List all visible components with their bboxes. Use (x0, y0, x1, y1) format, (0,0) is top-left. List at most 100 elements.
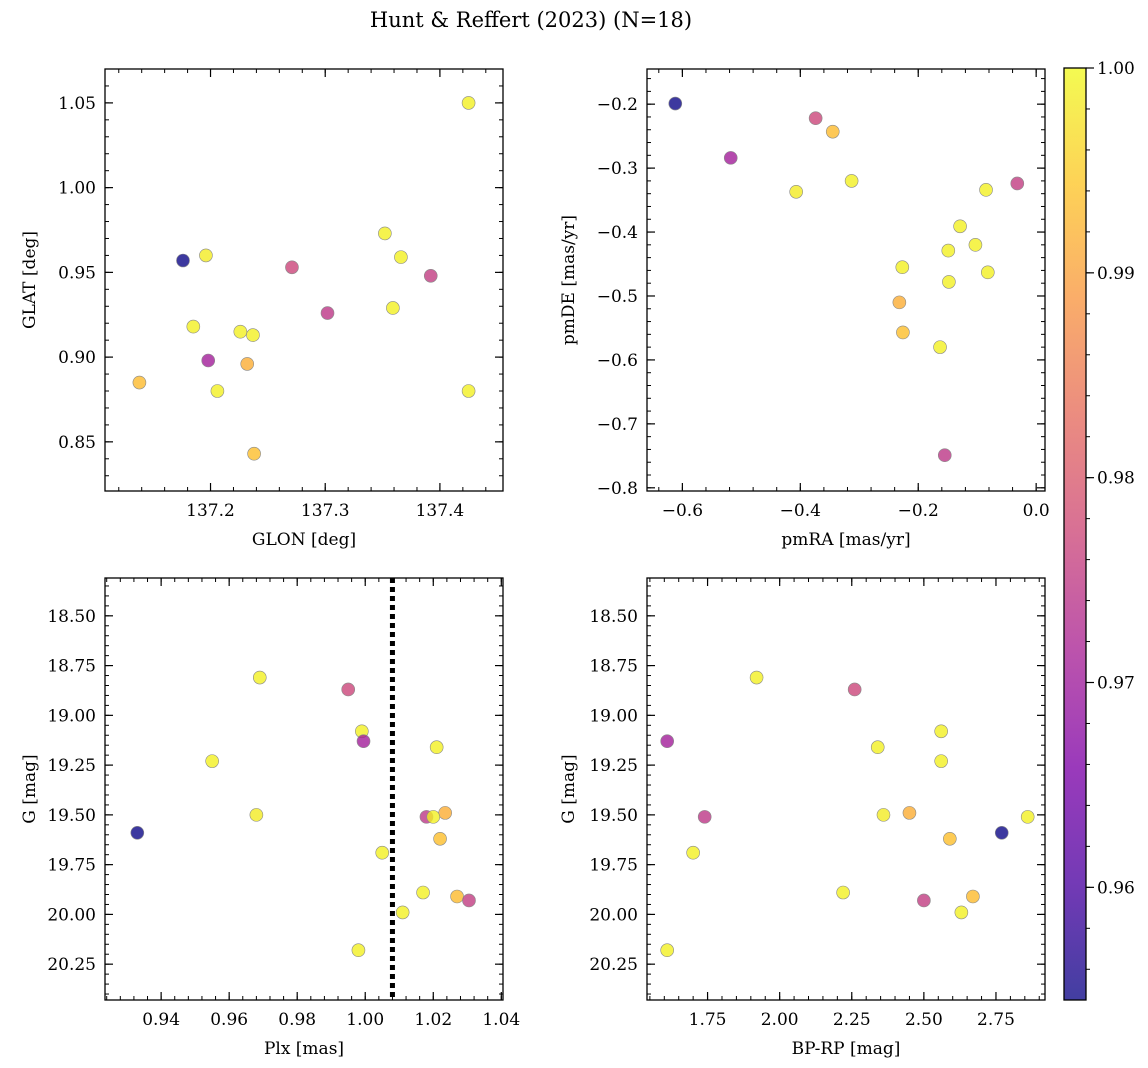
data-point (186, 319, 201, 334)
x-tick-label: 2.25 (833, 1010, 871, 1030)
x-tick-label: 2.75 (977, 1010, 1015, 1030)
data-point (423, 268, 438, 283)
bprp-g-panel: 1.75 2.00 2.25 2.50 2.75 18.50 18.75 19.00 19.25… (559, 577, 1046, 1059)
y-axis-label: GLAT [deg] (20, 231, 40, 329)
axes-frame (104, 577, 504, 1001)
pmra-pmde-panel: −0.6 −0.4 −0.2 0.0 −0.8 −0.7 −0.6 −0.5 −0.4 −0.3 −… (559, 68, 1050, 550)
data-point (825, 124, 840, 139)
y-tick-label: 18.50 (589, 607, 638, 627)
y-tick-label: 19.25 (47, 756, 96, 776)
data-point (199, 248, 213, 263)
data-point (994, 825, 1009, 840)
data-point (933, 340, 947, 354)
data-point (895, 260, 910, 275)
colorbar-ticks: 0.96 0.97 0.98 0.99 1.00 (1086, 59, 1135, 970)
data-point (1020, 810, 1035, 824)
data-point (917, 893, 931, 908)
data-point (341, 682, 356, 697)
colorbar-tick-label: 1.00 (1097, 59, 1135, 79)
data-point (979, 183, 993, 197)
data-point (981, 265, 995, 280)
x-tick-label: 137.3 (301, 501, 350, 521)
data-point (205, 754, 219, 768)
data-point (246, 328, 260, 342)
data-point (201, 353, 216, 368)
data-point (876, 808, 891, 822)
data-point (450, 889, 464, 904)
data-point (686, 845, 700, 860)
data-point (954, 905, 969, 920)
colorbar-tick-label: 0.98 (1097, 469, 1135, 489)
data-point (808, 111, 823, 126)
y-tick-label: 18.75 (47, 657, 96, 677)
data-point (130, 825, 145, 840)
data-point (176, 253, 190, 268)
colorbar-tick-label: 0.97 (1097, 674, 1135, 694)
y-tick-label: −0.4 (597, 223, 638, 243)
colorbar-tick-label: 0.96 (1097, 878, 1135, 898)
x-tick-label: 0.98 (278, 1010, 316, 1030)
data-point (356, 734, 371, 749)
x-tick-label: 2.50 (905, 1010, 943, 1030)
y-tick-label: 19.75 (589, 856, 638, 876)
y-tick-label: −0.5 (597, 287, 638, 307)
x-tick-label: 2.00 (761, 1010, 799, 1030)
y-tick-label: 1.05 (58, 94, 96, 114)
data-point (892, 295, 907, 310)
data-point (968, 238, 983, 252)
x-axis-label: Plx [mas] (264, 1039, 344, 1059)
y-axis-label: G [mag] (559, 754, 579, 823)
data-point (896, 325, 910, 340)
y-tick-label: 19.50 (589, 806, 638, 826)
colorbar-gradient (1063, 67, 1087, 1001)
y-tick-label: 18.75 (589, 657, 638, 677)
y-tick-label: −0.3 (597, 159, 638, 179)
y-tick-label: 19.00 (47, 706, 96, 726)
y-axis-label: pmDE [mas/yr] (559, 215, 579, 345)
plx-g-panel: 0.94 0.96 0.98 1.00 1.02 1.04 18.50 18.75 19.00 1… (20, 577, 520, 1059)
data-point (660, 734, 674, 749)
data-point (320, 306, 335, 320)
data-point (668, 96, 683, 111)
x-tick-label: 0.94 (142, 1010, 180, 1030)
y-tick-label: −0.8 (597, 479, 638, 499)
colorbar-tick-label: 0.99 (1097, 264, 1135, 284)
data-point (462, 893, 476, 908)
data-point (351, 943, 366, 958)
y-tick-label: 20.00 (47, 905, 96, 925)
x-tick-label: 1.75 (689, 1010, 727, 1030)
y-tick-label: 1.00 (58, 179, 96, 199)
data-point (966, 889, 980, 904)
data-point (934, 754, 948, 768)
y-tick-label: 20.00 (589, 905, 638, 925)
y-tick-label: 20.25 (589, 955, 638, 975)
glon-glat-panel: 137.2 137.3 137.4 0.85 0.90 0.95 1.00 1.05 GLON … (20, 68, 504, 550)
x-tick-label: 0.96 (210, 1010, 248, 1030)
data-point (249, 808, 264, 822)
x-axis-label: pmRA [mas/yr] (781, 530, 910, 550)
data-point (394, 250, 408, 264)
data-point (789, 184, 803, 199)
data-point (749, 670, 764, 685)
data-point (247, 446, 261, 461)
data-point (240, 357, 255, 371)
x-tick-label: −0.6 (662, 501, 703, 521)
data-point (386, 301, 400, 315)
axes-frame (104, 68, 504, 492)
data-point (461, 96, 476, 110)
x-axis-label: GLON [deg] (252, 530, 356, 550)
data-point (426, 810, 441, 824)
data-point (233, 324, 248, 339)
data-point (1010, 176, 1025, 191)
data-point (941, 243, 956, 258)
data-point (943, 831, 957, 846)
data-point (902, 806, 917, 820)
y-tick-label: 0.90 (58, 348, 96, 368)
y-tick-label: 0.95 (58, 263, 96, 283)
data-point (836, 885, 850, 900)
data-point (953, 219, 967, 234)
data-point (252, 670, 267, 685)
y-tick-label: −0.7 (597, 415, 638, 435)
data-point (942, 275, 956, 289)
data-point (132, 375, 147, 390)
